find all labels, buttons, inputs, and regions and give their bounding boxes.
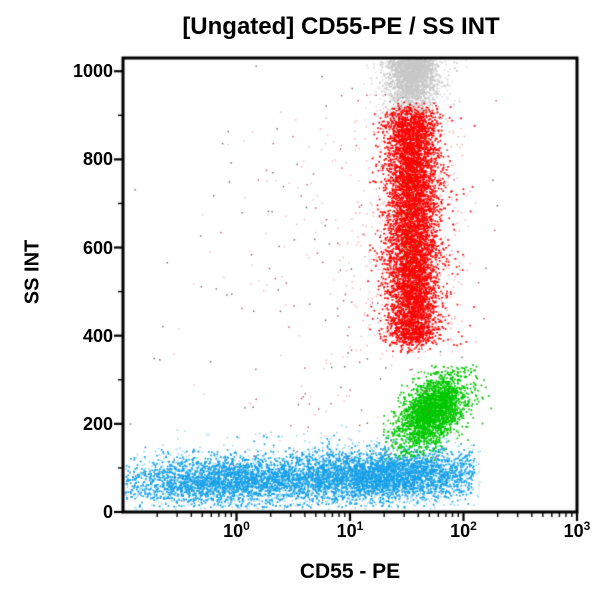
chart-title: [Ungated] CD55-PE / SS INT xyxy=(182,13,500,40)
y-axis-title: SS INT xyxy=(21,239,44,305)
y-tick-label-800: 800 xyxy=(82,149,113,170)
y-tick-label-400: 400 xyxy=(82,325,113,346)
y-tick-label-200: 200 xyxy=(82,413,113,434)
x-axis-title: CD55 - PE xyxy=(299,560,401,583)
x-tick-label-10e0: 100 xyxy=(223,519,250,541)
y-tick-label-600: 600 xyxy=(82,237,113,258)
x-tick-label-10e1: 101 xyxy=(336,519,364,541)
y-tick-label-0: 0 xyxy=(102,502,113,522)
y-tick-label-1000: 1000 xyxy=(72,61,113,82)
x-tick-label-10e3: 103 xyxy=(563,519,591,541)
x-tick-label-10e2: 102 xyxy=(450,519,477,541)
